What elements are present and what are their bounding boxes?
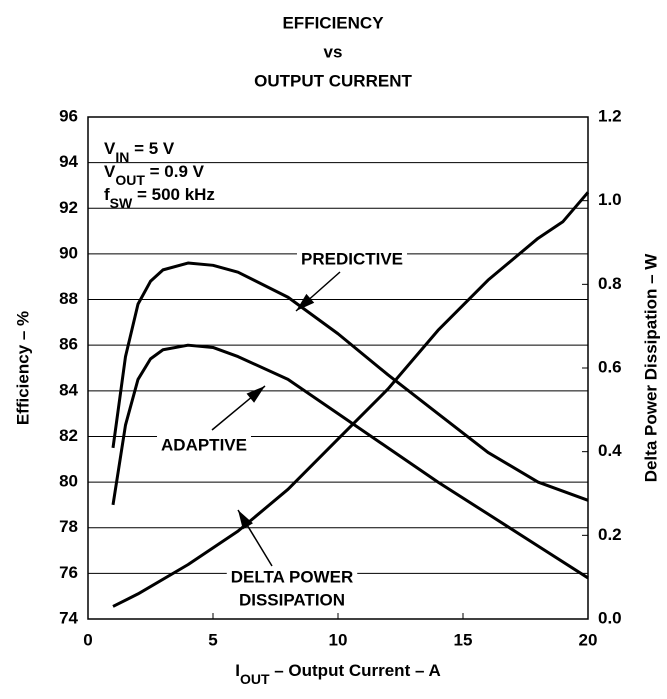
y-tick-label: 92 (59, 198, 78, 217)
annotation-part: SW (110, 195, 133, 211)
line-series (112, 191, 590, 608)
y2-tick-label: 0.0 (598, 608, 622, 627)
chart-title: OUTPUT CURRENT (254, 71, 412, 90)
annotation: VIN = 5 V (104, 139, 175, 165)
y2-axis-label: Delta Power Dissipation – W (641, 253, 660, 483)
y2-tick-label: 0.8 (598, 274, 622, 293)
annotation-part: V (104, 139, 116, 158)
x-tick-label: 5 (208, 630, 217, 649)
x-tick-label: 0 (83, 630, 92, 649)
x-axis-label-part: – Output Current – A (270, 661, 441, 680)
x-axis-label: IOUT – Output Current – A (235, 661, 441, 687)
plot-frame (87, 116, 589, 620)
y-tick-label: 76 (59, 563, 78, 582)
x-tick-label: 20 (579, 630, 598, 649)
arrow-head (238, 510, 253, 530)
annotation-part: f (104, 185, 110, 204)
annotation-part: V (104, 162, 116, 181)
line-series (111, 343, 589, 580)
annotation-part: = 500 kHz (132, 185, 215, 204)
annotation-part: = 5 V (129, 139, 175, 158)
curve-label: DISSIPATION (239, 590, 345, 609)
x-axis-label-part: OUT (240, 671, 270, 687)
y2-tick-label: 1.0 (598, 190, 622, 209)
label-box (157, 434, 251, 456)
y-tick-label: 96 (59, 106, 78, 125)
arrow-head (246, 386, 265, 403)
y-tick-label: 74 (59, 608, 78, 627)
y-tick-label: 78 (59, 517, 78, 536)
line-series (111, 261, 589, 502)
y-tick-label: 94 (59, 152, 78, 171)
label-box (226, 566, 358, 588)
curve-label: PREDICTIVE (301, 249, 403, 268)
label-box (296, 248, 408, 270)
chart-title: vs (324, 42, 343, 61)
y-tick-label: 88 (59, 289, 78, 308)
y2-tick-label: 0.2 (598, 525, 622, 544)
x-axis-label-part: I (235, 661, 240, 680)
y2-tick-label: 0.4 (598, 441, 622, 460)
x-tick-label: 15 (454, 630, 473, 649)
y-tick-label: 84 (59, 380, 78, 399)
y-tick-label: 90 (59, 243, 78, 262)
y-tick-label: 82 (59, 426, 78, 445)
annotation-part: OUT (115, 172, 145, 188)
y-tick-label: 80 (59, 472, 78, 491)
x-tick-label: 10 (329, 630, 348, 649)
curve-label: ADAPTIVE (161, 435, 247, 454)
arrow-head (296, 293, 315, 311)
y-tick-label: 86 (59, 335, 78, 354)
annotation-part: = 0.9 V (145, 162, 205, 181)
y-axis-label: Efficiency – % (13, 311, 32, 425)
label-box (234, 589, 350, 611)
annotation: fSW = 500 kHz (104, 185, 215, 211)
annotation-part: IN (115, 149, 129, 165)
chart-title: EFFICIENCY (282, 13, 384, 32)
y2-tick-label: 1.2 (598, 106, 622, 125)
annotation: VOUT = 0.9 V (104, 162, 205, 188)
y2-tick-label: 0.6 (598, 357, 622, 376)
curve-label: DELTA POWER (231, 567, 353, 586)
